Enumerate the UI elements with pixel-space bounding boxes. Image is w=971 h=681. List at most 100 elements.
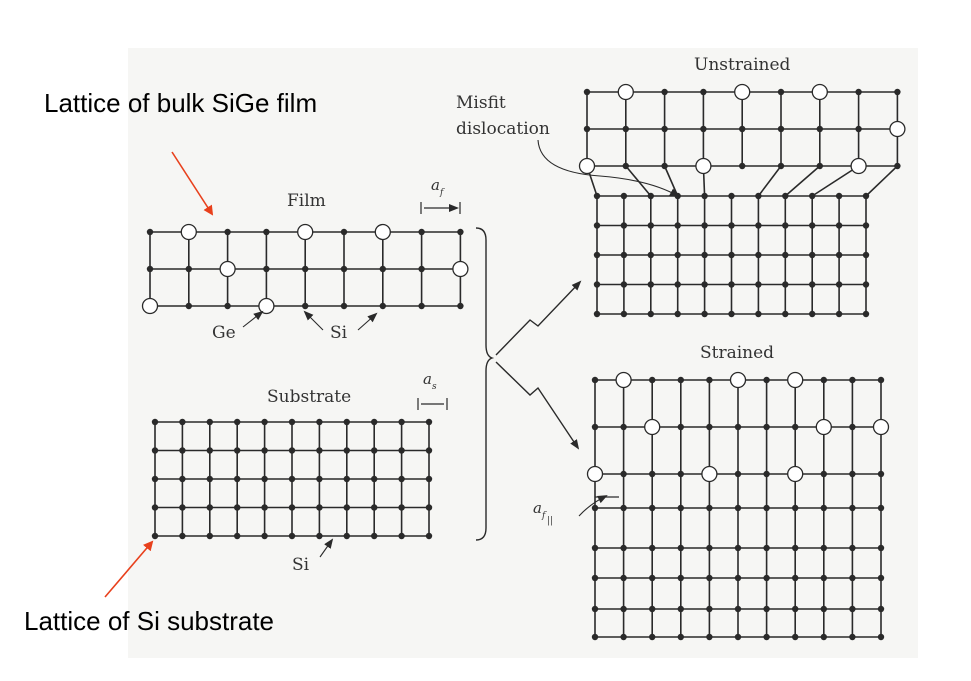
si-atom bbox=[418, 302, 425, 310]
si-atom bbox=[792, 633, 799, 641]
ge-atom bbox=[787, 371, 804, 389]
film-lattice bbox=[141, 223, 469, 315]
si-atom bbox=[763, 470, 770, 478]
si-atom bbox=[340, 265, 348, 273]
si-atom bbox=[206, 475, 213, 483]
si-atom bbox=[288, 532, 296, 540]
grouping-bracket bbox=[475, 227, 495, 541]
si-atom bbox=[734, 504, 742, 512]
si-atom bbox=[782, 222, 789, 229]
si-atom bbox=[185, 302, 192, 310]
si-atom bbox=[677, 605, 684, 613]
si-atom bbox=[809, 281, 816, 288]
lattice-bond bbox=[865, 165, 898, 197]
ge-atom bbox=[701, 465, 718, 483]
ge-atom bbox=[578, 157, 596, 175]
si-atom bbox=[593, 222, 601, 229]
si-atom bbox=[706, 376, 713, 384]
si-atom bbox=[146, 228, 154, 236]
substrate-lattice bbox=[151, 418, 433, 540]
si-atom bbox=[179, 504, 186, 511]
label-substrate: Substrate bbox=[267, 387, 351, 407]
si-atom bbox=[288, 475, 296, 483]
si-atom bbox=[398, 447, 405, 454]
si-atom bbox=[677, 574, 684, 582]
arrow-to-unstrained bbox=[495, 280, 582, 356]
si-atom bbox=[649, 574, 656, 582]
ge-atom bbox=[586, 465, 604, 483]
si-atom bbox=[591, 544, 599, 552]
si-atom bbox=[820, 633, 827, 641]
leader-ge bbox=[242, 310, 264, 328]
si-atom bbox=[835, 281, 843, 288]
si-atom bbox=[677, 376, 684, 384]
label-misfit-line1: Misfit bbox=[456, 93, 506, 113]
label-si-film: Si bbox=[330, 323, 348, 343]
label-film: Film bbox=[287, 191, 326, 211]
si-atom bbox=[620, 281, 628, 288]
si-atom bbox=[343, 504, 350, 511]
si-atom bbox=[288, 418, 296, 426]
si-atom bbox=[849, 423, 856, 431]
si-atom bbox=[877, 633, 885, 641]
si-atom bbox=[862, 251, 870, 259]
si-atom bbox=[849, 574, 856, 582]
si-atom bbox=[591, 574, 599, 582]
si-atom bbox=[701, 310, 708, 318]
ge-atom bbox=[219, 260, 236, 278]
si-atom bbox=[728, 192, 735, 200]
si-atom bbox=[622, 162, 629, 170]
si-atom bbox=[816, 162, 823, 170]
si-atom bbox=[620, 310, 628, 318]
si-atom bbox=[647, 281, 654, 288]
si-atom bbox=[661, 125, 668, 133]
si-atom bbox=[649, 376, 656, 384]
si-atom bbox=[593, 310, 601, 318]
label-misfit-line2: dislocation bbox=[456, 119, 550, 139]
si-atom bbox=[782, 310, 789, 318]
si-atom bbox=[261, 447, 268, 454]
si-atom bbox=[224, 228, 231, 236]
si-atom bbox=[792, 504, 799, 512]
si-atom bbox=[620, 544, 627, 552]
si-atom bbox=[877, 376, 885, 384]
si-atom bbox=[398, 532, 405, 540]
si-atom bbox=[261, 418, 268, 426]
si-atom bbox=[734, 423, 742, 431]
si-atom bbox=[763, 605, 770, 613]
si-atom bbox=[734, 605, 742, 613]
pointer-arrow-film bbox=[171, 151, 214, 216]
si-atom bbox=[792, 605, 799, 613]
si-atom bbox=[234, 447, 241, 454]
si-atom bbox=[418, 228, 425, 236]
label-unstrained: Unstrained bbox=[694, 55, 791, 75]
si-atom bbox=[371, 504, 378, 511]
si-atom bbox=[591, 423, 599, 431]
si-atom bbox=[343, 447, 350, 454]
si-atom bbox=[701, 222, 708, 229]
si-atom bbox=[234, 504, 241, 511]
si-atom bbox=[302, 265, 309, 273]
si-atom bbox=[316, 504, 323, 511]
si-atom bbox=[820, 544, 827, 552]
symbol-a-f-subscript: f bbox=[439, 188, 445, 198]
ge-atom bbox=[815, 418, 832, 436]
si-atom bbox=[620, 192, 628, 200]
leader-si-left bbox=[303, 310, 324, 331]
si-atom bbox=[185, 265, 192, 273]
si-atom bbox=[179, 532, 186, 540]
lattice-bond bbox=[784, 165, 821, 197]
si-atom bbox=[418, 265, 425, 273]
si-atom bbox=[820, 574, 827, 582]
label-strained: Strained bbox=[700, 343, 774, 363]
si-atom bbox=[763, 633, 770, 641]
si-atom bbox=[425, 504, 433, 511]
symbol-a-s: a bbox=[423, 370, 432, 388]
si-atom bbox=[316, 475, 323, 483]
si-atom bbox=[151, 532, 159, 540]
si-atom bbox=[647, 251, 654, 259]
si-atom bbox=[728, 251, 735, 259]
si-atom bbox=[593, 281, 601, 288]
si-atom bbox=[261, 475, 268, 483]
